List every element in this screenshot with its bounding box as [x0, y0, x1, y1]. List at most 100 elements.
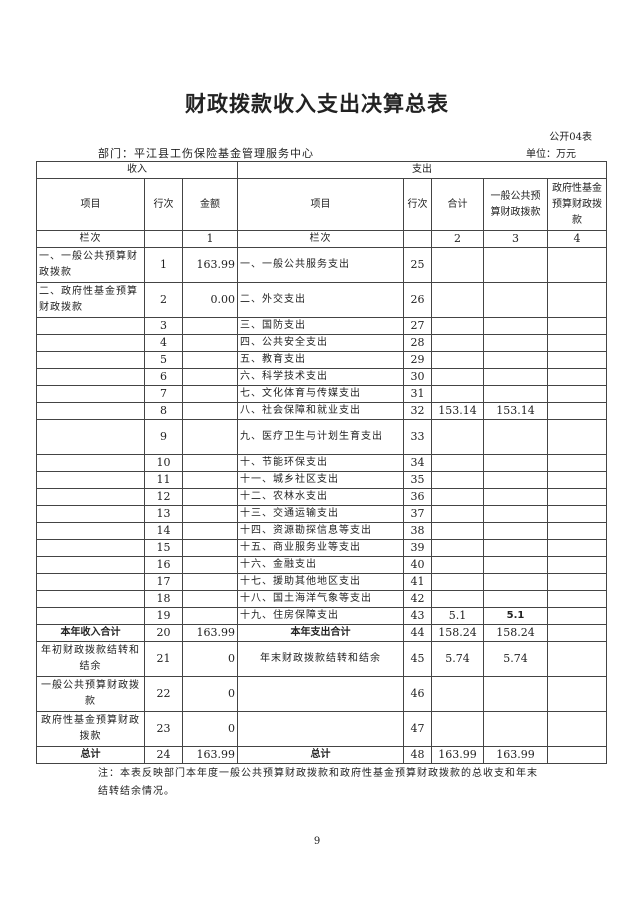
expense-item: 一、一般公共服务支出 [237, 247, 405, 283]
expense-line: 29 [403, 351, 433, 369]
income-amount [181, 505, 239, 523]
expense-item: 十三、交通运输支出 [237, 505, 405, 523]
expense-fund [547, 454, 608, 472]
expense-general [483, 573, 549, 591]
income-amount: 0 [181, 641, 239, 677]
table-row: 11 十一、城乡社区支出 35 [36, 471, 608, 489]
expense-fund [547, 624, 608, 642]
table-row: 4 四、公共安全支出 28 [36, 334, 608, 352]
expense-fund [547, 471, 608, 489]
expense-total [431, 317, 485, 335]
expense-general [483, 454, 549, 472]
income-line: 6 [144, 368, 183, 386]
expense-line: 25 [403, 247, 433, 283]
table-row: 年初财政拨款结转和结余 21 0 年末财政拨款结转和结余 45 5.74 5.74 [36, 641, 608, 677]
table-row: 15 十五、商业服务业等支出 39 [36, 539, 608, 557]
expense-line: 34 [403, 454, 433, 472]
income-amount: 0 [181, 676, 239, 712]
expense-line: 46 [403, 676, 433, 712]
expense-general [483, 334, 549, 352]
income-item [36, 488, 145, 506]
income-line: 1 [144, 247, 183, 283]
expense-item: 十六、金融支出 [237, 556, 405, 574]
expense-general [483, 590, 549, 608]
expense-line: 35 [403, 471, 433, 489]
income-item [36, 471, 145, 489]
col-fund: 政府性基金预算财政拨款 [547, 178, 608, 231]
expense-general [483, 351, 549, 369]
income-item [36, 317, 145, 335]
expense-line: 31 [403, 385, 433, 403]
expense-item: 十一、城乡社区支出 [237, 471, 405, 489]
income-line: 24 [144, 746, 183, 764]
col-index-3: 3 [483, 230, 549, 248]
income-amount: 163.99 [181, 624, 239, 642]
expense-total [431, 539, 485, 557]
expense-item: 十、节能环保支出 [237, 454, 405, 472]
income-line: 11 [144, 471, 183, 489]
income-line: 7 [144, 385, 183, 403]
income-amount [181, 539, 239, 557]
expense-general: 5.1 [483, 607, 549, 625]
expense-fund [547, 282, 608, 318]
expense-total [431, 590, 485, 608]
income-amount: 0.00 [181, 282, 239, 318]
expense-fund [547, 351, 608, 369]
income-item: 总计 [36, 746, 145, 764]
income-item: 年初财政拨款结转和结余 [36, 641, 145, 677]
income-item [36, 573, 145, 591]
expense-item: 本年支出合计 [237, 624, 405, 642]
expense-item: 十九、住房保障支出 [237, 607, 405, 625]
expense-item: 十七、援助其他地区支出 [237, 573, 405, 591]
income-item [36, 334, 145, 352]
income-line: 9 [144, 419, 183, 455]
expense-general [483, 419, 549, 455]
table-row: 本年收入合计 20 163.99 本年支出合计 44 158.24 158.24 [36, 624, 608, 642]
income-item: 一、一般公共预算财政拨款 [36, 247, 145, 283]
col-index-1: 1 [181, 230, 239, 248]
income-item [36, 522, 145, 540]
expense-fund [547, 247, 608, 283]
expense-item: 六、科学技术支出 [237, 368, 405, 386]
expense-general [483, 711, 549, 747]
expense-fund [547, 711, 608, 747]
expense-total [431, 247, 485, 283]
table-code: 公开04表 [549, 132, 592, 143]
col-index-label-2: 栏次 [237, 230, 405, 248]
expense-fund [547, 385, 608, 403]
expense-fund [547, 590, 608, 608]
expense-fund [547, 607, 608, 625]
income-amount [181, 607, 239, 625]
income-item: 本年收入合计 [36, 624, 145, 642]
expense-fund [547, 676, 608, 712]
expense-general [483, 488, 549, 506]
expense-line: 32 [403, 402, 433, 420]
table-row: 14 十四、资源勘探信息等支出 38 [36, 522, 608, 540]
col-item: 项目 [36, 178, 145, 231]
department: 部门：平江县工伤保险基金管理服务中心 [98, 147, 314, 160]
expense-fund [547, 402, 608, 420]
income-item: 二、政府性基金预算财政拨款 [36, 282, 145, 318]
income-amount [181, 454, 239, 472]
income-header: 收入 [35, 161, 239, 179]
income-item [36, 505, 145, 523]
expense-general: 153.14 [483, 402, 549, 420]
table-row: 13 十三、交通运输支出 37 [36, 505, 608, 523]
page-title: 财政拨款收入支出决算总表 [185, 92, 449, 116]
expense-fund [547, 746, 608, 764]
expense-line: 39 [403, 539, 433, 557]
expense-total: 158.24 [431, 624, 485, 642]
budget-table: 收入 支出 项目 行次 金额 项目 行次 合计 一般公共预算财政拨款 政府性基金预… [35, 161, 608, 764]
table-row: 7 七、文化体育与传媒支出 31 [36, 385, 608, 403]
unit: 单位：万元 [526, 149, 576, 160]
expense-line: 30 [403, 368, 433, 386]
income-amount [181, 590, 239, 608]
expense-fund [547, 488, 608, 506]
expense-total [431, 282, 485, 318]
income-amount [181, 351, 239, 369]
income-line: 14 [144, 522, 183, 540]
table-row: 政府性基金预算财政拨款 23 0 47 [36, 711, 608, 747]
income-item [36, 419, 145, 455]
expense-line: 27 [403, 317, 433, 335]
